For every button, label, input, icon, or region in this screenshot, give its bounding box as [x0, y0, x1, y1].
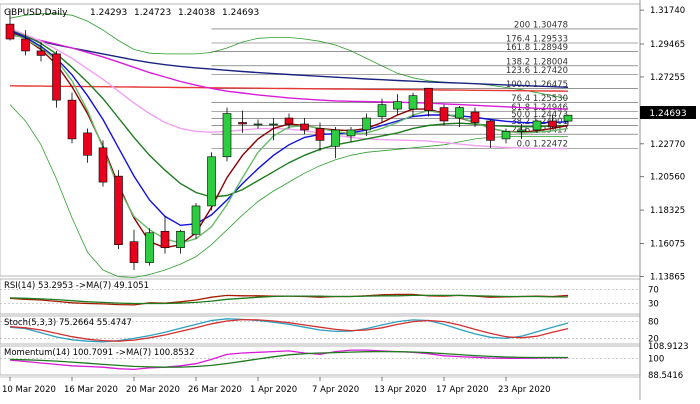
candle-body [269, 123, 278, 126]
ohlc-close: 1.24693 [222, 8, 259, 18]
indicator-title: RSI(14) 53.2953 ->MA(7) 49.1051 [4, 281, 149, 291]
time-tick-label: 13 Apr 2020 [374, 385, 427, 395]
indicator-tick-label: 80 [648, 318, 659, 328]
candle-body [222, 113, 232, 158]
candle-body [176, 230, 185, 248]
current-price-label: 1.24693 [649, 109, 686, 119]
price-tick-label: 1.31740 [650, 6, 685, 16]
candle-body [424, 87, 433, 111]
candle-body [52, 53, 61, 101]
candle-body [362, 117, 371, 131]
price-tick-label: 1.13865 [650, 273, 685, 283]
fibo-level-label: 176.4 1.29533 [506, 35, 568, 45]
candle-body [470, 111, 480, 123]
time-tick-label: 23 Apr 2020 [498, 385, 551, 395]
indicator-tick-label: 108.9123 [648, 342, 689, 352]
candle-body [315, 128, 325, 141]
ma-line-1 [9, 85, 569, 92]
chart-title-symbol: GBPUSD,Daily [4, 8, 68, 18]
candle-body [486, 120, 495, 141]
candle-body [191, 205, 201, 235]
price-tick-label: 1.16075 [650, 240, 685, 250]
fibo-level-label: 138.2 1.28004 [506, 57, 568, 67]
candle-body [563, 114, 573, 122]
indicator-line-1-0 [9, 318, 569, 343]
indicator-tick-label: 88.5416 [648, 371, 683, 381]
candle-body [393, 101, 402, 110]
time-tick-label: 17 Apr 2020 [436, 385, 489, 395]
time-tick-label: 1 Apr 2020 [250, 385, 297, 395]
fibo-level-label: 76.4 1.25530 [511, 94, 568, 104]
indicator-title: Momentum(14) 100.7091 ->MA(7) 100.8532 [4, 348, 194, 358]
price-tick-label: 1.29465 [650, 40, 685, 50]
band-lower-line [9, 104, 568, 278]
ohlc-high: 1.24723 [134, 8, 171, 18]
xaxis-layer: 10 Mar 2020 16 Mar 2020 20 Mar 2020 26 Mar … [0, 376, 640, 395]
candle-body [238, 122, 247, 125]
indicator-line-2-1 [9, 350, 568, 368]
candle-body [548, 120, 557, 128]
fibo-level-label: 100.0 1.26475 [506, 80, 568, 90]
candle-body [83, 132, 92, 156]
indicator-tick-label: 30 [648, 300, 659, 310]
candle-body [129, 241, 139, 263]
indicator-line-0-1 [9, 294, 568, 305]
candle-body [145, 232, 154, 263]
candle-layer [5, 9, 573, 271]
fibo-level-label: 0.0 1.22472 [517, 140, 568, 150]
candle-body [300, 123, 309, 131]
price-tick-label: 1.20560 [650, 173, 685, 183]
candle-body [36, 50, 46, 56]
ohlc-low: 1.24038 [178, 8, 215, 18]
time-tick-label: 26 Mar 2020 [188, 385, 242, 395]
current-price-tag [640, 106, 696, 119]
indicator-tick-label: 20 [648, 334, 659, 344]
indicator-tick-label: 100 [648, 355, 664, 365]
candle-body [207, 156, 216, 207]
candle-body [160, 230, 170, 248]
fibo-level-label: 161.8 1.28949 [506, 43, 568, 53]
price-tick-label: 1.18325 [650, 206, 685, 216]
indicator-tick-label: 70 [648, 286, 659, 296]
indicator-pane-frame [0, 315, 641, 345]
ohlc-open: 1.24293 [90, 8, 127, 18]
candle-body [346, 129, 356, 137]
candle-body [98, 147, 108, 183]
candle-body [455, 107, 464, 119]
candle-body [408, 95, 418, 110]
indicator-pane-frame [0, 345, 641, 376]
candle-body [5, 23, 15, 40]
indicator-line-1-1 [9, 318, 569, 342]
candle-body [284, 117, 294, 125]
indicator-line-2-0 [9, 349, 569, 371]
indicator-layer: RSI(14) 53.2953 ->MA(7) 49.1051 70 30 Stoch… [0, 278, 689, 381]
fibo-level-label: 123.6 1.27420 [506, 66, 568, 76]
fibo-level-label: 200 1.30478 [514, 20, 568, 30]
time-tick-label: 10 Mar 2020 [2, 385, 56, 395]
candle-body [377, 104, 387, 117]
time-tick-label: 7 Apr 2020 [312, 385, 359, 395]
ma-line-3 [9, 27, 568, 150]
candle-body [517, 129, 526, 132]
candle-body [21, 38, 30, 52]
candle-body [253, 123, 263, 126]
candle-body [439, 107, 449, 122]
candle-body [501, 131, 511, 140]
candle-body [114, 175, 123, 246]
time-tick-label: 20 Mar 2020 [126, 385, 180, 395]
candle-body [331, 129, 340, 147]
ma-line-0 [9, 33, 569, 88]
time-tick-label: 16 Mar 2020 [64, 385, 118, 395]
indicator-pane-frame [0, 278, 641, 315]
candle-body [532, 120, 542, 131]
candle-body [67, 99, 77, 140]
price-tick-label: 1.27255 [650, 73, 685, 83]
indicator-title: Stoch(5,3,3) 75.2664 55.4747 [4, 318, 132, 328]
fibo-level-label: 50.0 1.24473 [511, 110, 568, 120]
ma-line-2 [9, 32, 569, 110]
price-tick-label: 1.22770 [650, 140, 685, 150]
